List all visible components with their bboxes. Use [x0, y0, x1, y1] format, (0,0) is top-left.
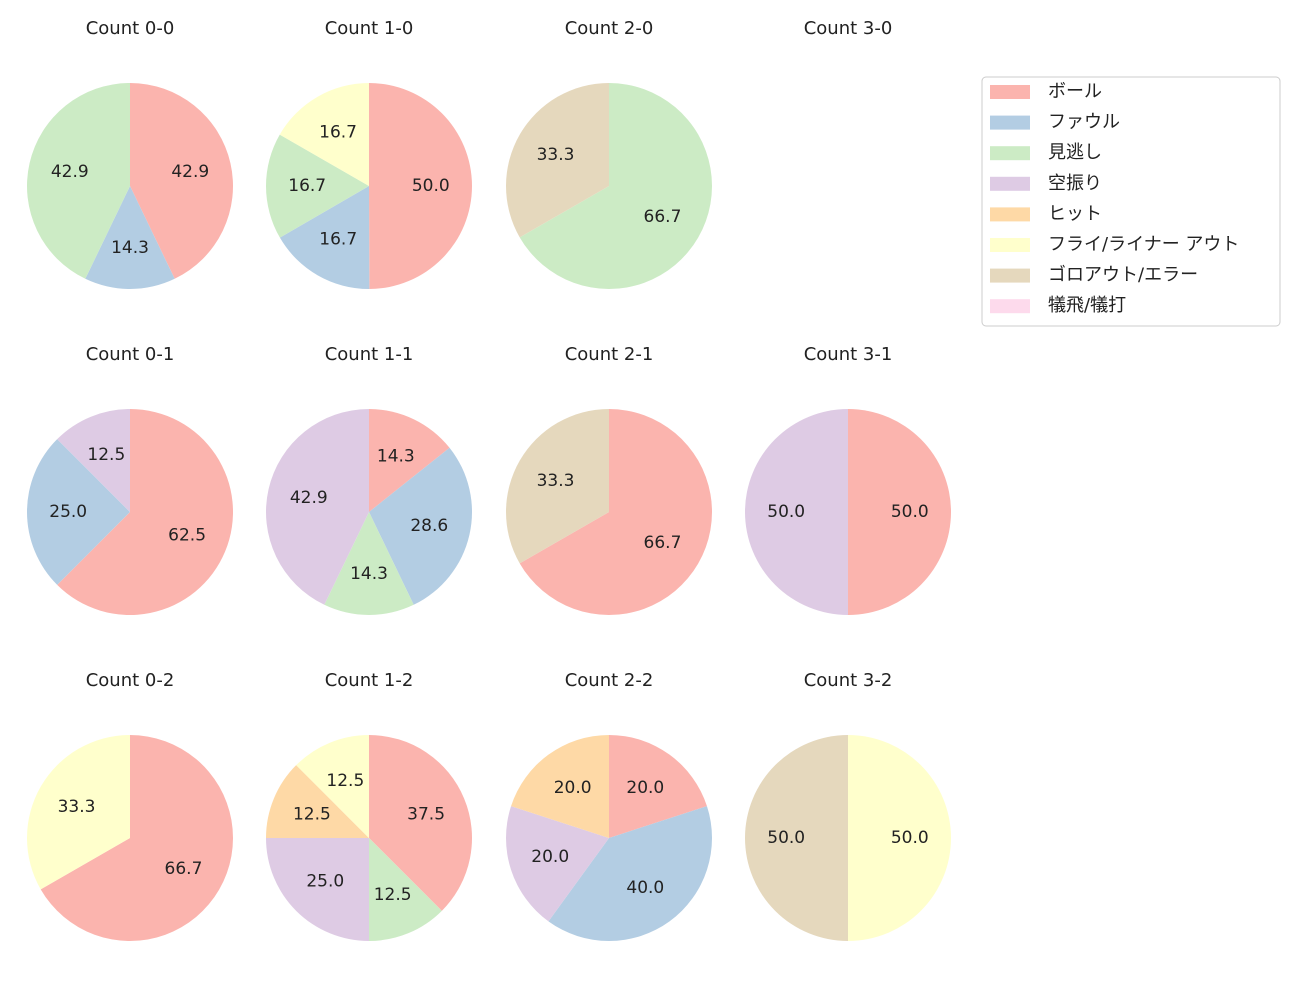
slice-label: 62.5 [168, 526, 206, 546]
pie-slice [369, 447, 473, 605]
legend-label: フライ/ライナー アウト [1048, 234, 1239, 255]
pie-slice [279, 83, 369, 186]
slice-label: 20.0 [626, 778, 664, 798]
pie-slice [266, 134, 369, 238]
pie-slice [506, 806, 609, 922]
pie-slice [745, 409, 848, 615]
pie-slice [279, 186, 370, 289]
pie-slice [324, 512, 414, 616]
slice-label: 20.0 [531, 847, 569, 867]
pie-slice [369, 83, 472, 289]
slice-label: 28.6 [410, 516, 448, 536]
slice-label: 12.5 [293, 804, 331, 824]
pie-slice [506, 83, 609, 238]
slice-label: 25.0 [306, 872, 344, 892]
legend-swatch [990, 146, 1030, 161]
pie-slice [85, 186, 175, 289]
slice-label: 25.0 [49, 502, 87, 522]
pie-slice [609, 735, 707, 838]
slice-label: 33.3 [58, 797, 96, 817]
pie-slice [369, 409, 450, 512]
pie-slice [265, 409, 369, 605]
legend-label: ファウル [1048, 112, 1120, 133]
pie-slice [130, 83, 234, 279]
legend-swatch [990, 176, 1030, 191]
legend-swatch [990, 85, 1030, 99]
chart-title: Count 1-0 [325, 18, 414, 39]
slice-label: 16.7 [319, 230, 357, 250]
slice-label: 50.0 [767, 828, 805, 848]
slice-label: 50.0 [891, 828, 929, 848]
legend-label: ボール [1048, 81, 1102, 102]
chart-title: Count 1-2 [325, 670, 414, 691]
pie-slice [548, 806, 712, 941]
chart-title: Count 1-1 [325, 344, 414, 365]
chart-title: Count 2-1 [565, 344, 654, 365]
slice-label: 66.7 [644, 533, 682, 553]
chart-title: Count 3-1 [804, 344, 893, 365]
slice-label: 14.3 [377, 446, 415, 466]
pie-slice [369, 735, 472, 911]
chart-title: Count 3-2 [804, 670, 893, 691]
legend-swatch [990, 207, 1030, 222]
legend-swatch [990, 115, 1030, 130]
slice-label: 42.9 [51, 162, 89, 182]
chart-title: Count 0-2 [86, 670, 175, 691]
slice-label: 50.0 [412, 176, 450, 196]
slice-label: 42.9 [171, 162, 209, 182]
legend-swatch [990, 268, 1030, 283]
pie-slice [296, 735, 369, 838]
pie-slice [519, 409, 712, 615]
pie-slice [266, 838, 369, 941]
slice-label: 66.7 [165, 859, 203, 879]
legend-label: ゴロアウト/エラー [1048, 265, 1198, 286]
slice-label: 16.7 [288, 176, 326, 196]
pie-slice [848, 735, 951, 941]
pie-slice [848, 409, 951, 615]
pie-slice [369, 838, 442, 941]
pie-slice [519, 83, 712, 289]
slice-label: 40.0 [626, 878, 664, 898]
slice-label: 14.3 [350, 564, 388, 584]
slice-label: 33.3 [537, 145, 575, 165]
pie-slice [26, 83, 130, 279]
chart-title: Count 3-0 [804, 18, 893, 39]
legend-swatch [990, 238, 1030, 252]
slice-label: 42.9 [290, 488, 328, 508]
pie-slice [745, 735, 848, 941]
legend-label: 犠飛/犠打 [1048, 295, 1126, 316]
pie-slice [40, 735, 234, 941]
slice-label: 50.0 [891, 502, 929, 522]
pie-slice [26, 735, 130, 890]
slice-label: 37.5 [407, 804, 445, 824]
chart-title: Count 0-0 [86, 18, 175, 39]
slice-label: 12.5 [374, 885, 412, 905]
slice-label: 20.0 [554, 778, 592, 798]
pie-slice [57, 409, 131, 512]
pie-slice [57, 409, 234, 615]
slice-label: 12.5 [326, 771, 364, 791]
chart-title: Count 2-2 [565, 670, 654, 691]
legend-box [981, 76, 1281, 327]
slice-label: 14.3 [111, 238, 149, 258]
legend-label: 見逃し [1048, 142, 1102, 163]
legend-label: 空振り [1048, 173, 1102, 194]
slice-label: 66.7 [644, 207, 682, 227]
slice-label: 12.5 [87, 445, 125, 465]
legend-label: ヒット [1048, 203, 1102, 224]
legend-swatch [990, 299, 1030, 314]
slice-label: 33.3 [537, 471, 575, 491]
slice-label: 16.7 [319, 122, 357, 142]
pie-slice [506, 409, 609, 564]
pie-slice [511, 735, 609, 838]
slice-label: 50.0 [767, 502, 805, 522]
chart-title: Count 0-1 [86, 344, 175, 365]
pie-slice [27, 439, 130, 585]
pie-slice [266, 765, 369, 838]
chart-title: Count 2-0 [565, 18, 654, 39]
